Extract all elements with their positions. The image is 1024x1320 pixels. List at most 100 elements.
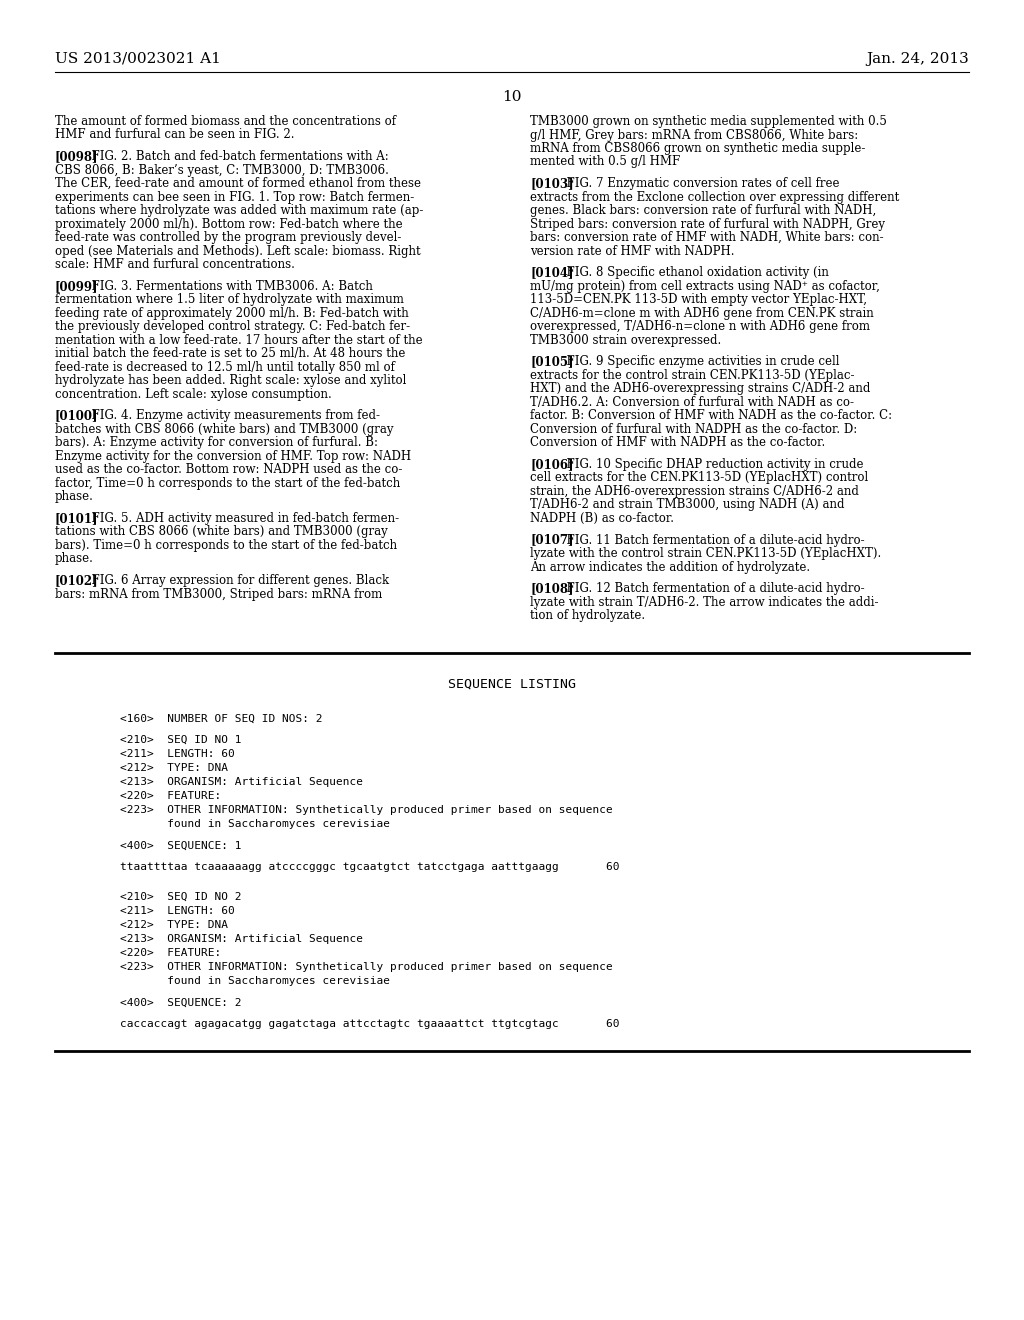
Text: TMB3000 grown on synthetic media supplemented with 0.5: TMB3000 grown on synthetic media supplem… [530, 115, 887, 128]
Text: <210>  SEQ ID NO 1: <210> SEQ ID NO 1 [120, 735, 242, 744]
Text: [0104]: [0104] [530, 267, 573, 280]
Text: bars). A: Enzyme activity for conversion of furfural. B:: bars). A: Enzyme activity for conversion… [55, 437, 378, 449]
Text: feed-rate is decreased to 12.5 ml/h until totally 850 ml of: feed-rate is decreased to 12.5 ml/h unti… [55, 360, 395, 374]
Text: <220>  FEATURE:: <220> FEATURE: [120, 791, 221, 801]
Text: scale: HMF and furfural concentrations.: scale: HMF and furfural concentrations. [55, 259, 295, 271]
Text: phase.: phase. [55, 490, 94, 503]
Text: <223>  OTHER INFORMATION: Synthetically produced primer based on sequence: <223> OTHER INFORMATION: Synthetically p… [120, 805, 612, 814]
Text: FIG. 11 Batch fermentation of a dilute-acid hydro-: FIG. 11 Batch fermentation of a dilute-a… [559, 533, 864, 546]
Text: tations with CBS 8066 (white bars) and TMB3000 (gray: tations with CBS 8066 (white bars) and T… [55, 525, 388, 539]
Text: FIG. 4. Enzyme activity measurements from fed-: FIG. 4. Enzyme activity measurements fro… [84, 409, 380, 422]
Text: <213>  ORGANISM: Artificial Sequence: <213> ORGANISM: Artificial Sequence [120, 933, 362, 944]
Text: used as the co-factor. Bottom row: NADPH used as the co-: used as the co-factor. Bottom row: NADPH… [55, 463, 402, 477]
Text: feeding rate of approximately 2000 ml/h. B: Fed-batch with: feeding rate of approximately 2000 ml/h.… [55, 306, 409, 319]
Text: bars). Time=0 h corresponds to the start of the fed-batch: bars). Time=0 h corresponds to the start… [55, 539, 397, 552]
Text: [0106]: [0106] [530, 458, 573, 471]
Text: [0102]: [0102] [55, 574, 98, 587]
Text: hydrolyzate has been added. Right scale: xylose and xylitol: hydrolyzate has been added. Right scale:… [55, 374, 407, 387]
Text: tations where hydrolyzate was added with maximum rate (ap-: tations where hydrolyzate was added with… [55, 205, 423, 216]
Text: tion of hydrolyzate.: tion of hydrolyzate. [530, 609, 645, 622]
Text: ttaattttaa tcaaaaaagg atccccgggc tgcaatgtct tatcctgaga aatttgaagg       60: ttaattttaa tcaaaaaagg atccccgggc tgcaatg… [120, 862, 620, 873]
Text: [0098]: [0098] [55, 150, 98, 164]
Text: cell extracts for the CEN.PK113-5D (YEplacHXT) control: cell extracts for the CEN.PK113-5D (YEpl… [530, 471, 868, 484]
Text: FIG. 8 Specific ethanol oxidation activity (in: FIG. 8 Specific ethanol oxidation activi… [559, 267, 829, 280]
Text: [0099]: [0099] [55, 280, 98, 293]
Text: C/ADH6-m=clone m with ADH6 gene from CEN.PK strain: C/ADH6-m=clone m with ADH6 gene from CEN… [530, 306, 873, 319]
Text: [0108]: [0108] [530, 582, 573, 595]
Text: The CER, feed-rate and amount of formed ethanol from these: The CER, feed-rate and amount of formed … [55, 177, 421, 190]
Text: batches with CBS 8066 (white bars) and TMB3000 (gray: batches with CBS 8066 (white bars) and T… [55, 422, 393, 436]
Text: Conversion of HMF with NADPH as the co-factor.: Conversion of HMF with NADPH as the co-f… [530, 437, 825, 449]
Text: NADPH (B) as co-factor.: NADPH (B) as co-factor. [530, 512, 674, 525]
Text: feed-rate was controlled by the program previously devel-: feed-rate was controlled by the program … [55, 231, 401, 244]
Text: Striped bars: conversion rate of furfural with NADPH, Grey: Striped bars: conversion rate of furfura… [530, 218, 885, 231]
Text: 113-5D=CEN.PK 113-5D with empty vector YEplac-HXT,: 113-5D=CEN.PK 113-5D with empty vector Y… [530, 293, 867, 306]
Text: Jan. 24, 2013: Jan. 24, 2013 [866, 51, 969, 66]
Text: [0105]: [0105] [530, 355, 573, 368]
Text: An arrow indicates the addition of hydrolyzate.: An arrow indicates the addition of hydro… [530, 561, 810, 573]
Text: fermentation where 1.5 liter of hydrolyzate with maximum: fermentation where 1.5 liter of hydrolyz… [55, 293, 403, 306]
Text: <210>  SEQ ID NO 2: <210> SEQ ID NO 2 [120, 892, 242, 902]
Text: FIG. 12 Batch fermentation of a dilute-acid hydro-: FIG. 12 Batch fermentation of a dilute-a… [559, 582, 864, 595]
Text: [0103]: [0103] [530, 177, 573, 190]
Text: <223>  OTHER INFORMATION: Synthetically produced primer based on sequence: <223> OTHER INFORMATION: Synthetically p… [120, 962, 612, 972]
Text: oped (see Materials and Methods). Left scale: biomass. Right: oped (see Materials and Methods). Left s… [55, 244, 421, 257]
Text: T/ADH6-2 and strain TMB3000, using NADH (A) and: T/ADH6-2 and strain TMB3000, using NADH … [530, 499, 845, 511]
Text: [0101]: [0101] [55, 512, 98, 525]
Text: 10: 10 [502, 90, 522, 104]
Text: <212>  TYPE: DNA: <212> TYPE: DNA [120, 920, 228, 929]
Text: US 2013/0023021 A1: US 2013/0023021 A1 [55, 51, 221, 66]
Text: proximately 2000 ml/h). Bottom row: Fed-batch where the: proximately 2000 ml/h). Bottom row: Fed-… [55, 218, 402, 231]
Text: <400>  SEQUENCE: 2: <400> SEQUENCE: 2 [120, 998, 242, 1007]
Text: Enzyme activity for the conversion of HMF. Top row: NADH: Enzyme activity for the conversion of HM… [55, 450, 411, 463]
Text: <211>  LENGTH: 60: <211> LENGTH: 60 [120, 748, 234, 759]
Text: lyzate with the control strain CEN.PK113-5D (YEplacHXT).: lyzate with the control strain CEN.PK113… [530, 546, 882, 560]
Text: [0100]: [0100] [55, 409, 98, 422]
Text: initial batch the feed-rate is set to 25 ml/h. At 48 hours the: initial batch the feed-rate is set to 25… [55, 347, 406, 360]
Text: FIG. 6 Array expression for different genes. Black: FIG. 6 Array expression for different ge… [84, 574, 389, 587]
Text: mentation with a low feed-rate. 17 hours after the start of the: mentation with a low feed-rate. 17 hours… [55, 334, 423, 347]
Text: TMB3000 strain overexpressed.: TMB3000 strain overexpressed. [530, 334, 721, 347]
Text: phase.: phase. [55, 552, 94, 565]
Text: HXT) and the ADH6-overexpressing strains C/ADH-2 and: HXT) and the ADH6-overexpressing strains… [530, 383, 870, 395]
Text: factor, Time=0 h corresponds to the start of the fed-batch: factor, Time=0 h corresponds to the star… [55, 477, 400, 490]
Text: bars: mRNA from TMB3000, Striped bars: mRNA from: bars: mRNA from TMB3000, Striped bars: m… [55, 587, 382, 601]
Text: FIG. 3. Fermentations with TMB3006. A: Batch: FIG. 3. Fermentations with TMB3006. A: B… [84, 280, 373, 293]
Text: FIG. 9 Specific enzyme activities in crude cell: FIG. 9 Specific enzyme activities in cru… [559, 355, 840, 368]
Text: FIG. 7 Enzymatic conversion rates of cell free: FIG. 7 Enzymatic conversion rates of cel… [559, 177, 840, 190]
Text: <212>  TYPE: DNA: <212> TYPE: DNA [120, 763, 228, 774]
Text: factor. B: Conversion of HMF with NADH as the co-factor. C:: factor. B: Conversion of HMF with NADH a… [530, 409, 892, 422]
Text: overexpressed, T/ADH6-n=clone n with ADH6 gene from: overexpressed, T/ADH6-n=clone n with ADH… [530, 321, 870, 333]
Text: SEQUENCE LISTING: SEQUENCE LISTING [449, 677, 575, 690]
Text: extracts from the Exclone collection over expressing different: extracts from the Exclone collection ove… [530, 190, 899, 203]
Text: found in Saccharomyces cerevisiae: found in Saccharomyces cerevisiae [120, 975, 390, 986]
Text: HMF and furfural can be seen in FIG. 2.: HMF and furfural can be seen in FIG. 2. [55, 128, 295, 141]
Text: mRNA from CBS8066 grown on synthetic media supple-: mRNA from CBS8066 grown on synthetic med… [530, 143, 865, 154]
Text: The amount of formed biomass and the concentrations of: The amount of formed biomass and the con… [55, 115, 396, 128]
Text: <213>  ORGANISM: Artificial Sequence: <213> ORGANISM: Artificial Sequence [120, 777, 362, 787]
Text: experiments can bee seen in FIG. 1. Top row: Batch fermen-: experiments can bee seen in FIG. 1. Top … [55, 190, 415, 203]
Text: FIG. 10 Specific DHAP reduction activity in crude: FIG. 10 Specific DHAP reduction activity… [559, 458, 863, 471]
Text: bars: conversion rate of HMF with NADH, White bars: con-: bars: conversion rate of HMF with NADH, … [530, 231, 884, 244]
Text: version rate of HMF with NADPH.: version rate of HMF with NADPH. [530, 244, 734, 257]
Text: g/l HMF, Grey bars: mRNA from CBS8066, White bars:: g/l HMF, Grey bars: mRNA from CBS8066, W… [530, 128, 858, 141]
Text: strain, the ADH6-overexpression strains C/ADH6-2 and: strain, the ADH6-overexpression strains … [530, 484, 859, 498]
Text: <220>  FEATURE:: <220> FEATURE: [120, 948, 221, 958]
Text: extracts for the control strain CEN.PK113-5D (YEplac-: extracts for the control strain CEN.PK11… [530, 368, 854, 381]
Text: caccaccagt agagacatgg gagatctaga attcctagtc tgaaaattct ttgtcgtagc       60: caccaccagt agagacatgg gagatctaga attccta… [120, 1019, 620, 1030]
Text: [0107]: [0107] [530, 533, 573, 546]
Text: the previously developed control strategy. C: Fed-batch fer-: the previously developed control strateg… [55, 321, 411, 333]
Text: FIG. 2. Batch and fed-batch fermentations with A:: FIG. 2. Batch and fed-batch fermentation… [84, 150, 389, 164]
Text: Conversion of furfural with NADPH as the co-factor. D:: Conversion of furfural with NADPH as the… [530, 422, 857, 436]
Text: mU/mg protein) from cell extracts using NAD⁺ as cofactor,: mU/mg protein) from cell extracts using … [530, 280, 880, 293]
Text: mented with 0.5 g/l HMF: mented with 0.5 g/l HMF [530, 156, 680, 169]
Text: <211>  LENGTH: 60: <211> LENGTH: 60 [120, 906, 234, 916]
Text: <160>  NUMBER OF SEQ ID NOS: 2: <160> NUMBER OF SEQ ID NOS: 2 [120, 713, 323, 723]
Text: T/ADH6.2. A: Conversion of furfural with NADH as co-: T/ADH6.2. A: Conversion of furfural with… [530, 396, 854, 409]
Text: <400>  SEQUENCE: 1: <400> SEQUENCE: 1 [120, 841, 242, 850]
Text: FIG. 5. ADH activity measured in fed-batch fermen-: FIG. 5. ADH activity measured in fed-bat… [84, 512, 399, 525]
Text: concentration. Left scale: xylose consumption.: concentration. Left scale: xylose consum… [55, 388, 332, 401]
Text: CBS 8066, B: Baker’s yeast, C: TMB3000, D: TMB3006.: CBS 8066, B: Baker’s yeast, C: TMB3000, … [55, 164, 389, 177]
Text: genes. Black bars: conversion rate of furfural with NADH,: genes. Black bars: conversion rate of fu… [530, 205, 877, 216]
Text: lyzate with strain T/ADH6-2. The arrow indicates the addi-: lyzate with strain T/ADH6-2. The arrow i… [530, 595, 879, 609]
